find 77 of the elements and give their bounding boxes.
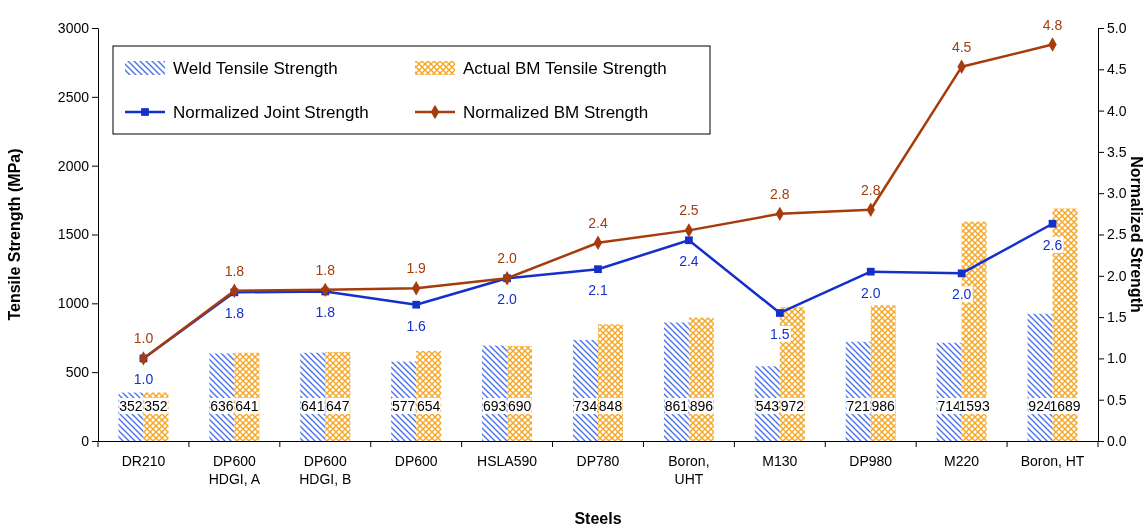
data-label: 1.6 bbox=[406, 317, 427, 334]
data-label: 986 bbox=[871, 398, 896, 414]
data-label: 734 bbox=[573, 398, 598, 414]
y-tick-label: 1000 bbox=[57, 295, 90, 312]
legend-label: Normalized BM Strength bbox=[463, 103, 649, 122]
data-label: 1.8 bbox=[315, 261, 336, 278]
data-label: 1.8 bbox=[224, 305, 245, 322]
data-label: 2.6 bbox=[1042, 236, 1063, 253]
y-tick-label: 1500 bbox=[57, 226, 90, 243]
data-label: 647 bbox=[326, 398, 350, 414]
y2-tick-label: 0.0 bbox=[1107, 432, 1127, 449]
data-label: 2.0 bbox=[860, 284, 881, 301]
data-label: 636 bbox=[210, 398, 234, 414]
data-label: 1.8 bbox=[315, 304, 336, 321]
data-label: 1.0 bbox=[133, 371, 154, 388]
y2-tick-label: 1.0 bbox=[1107, 350, 1127, 367]
y-axis-title: Tensile Strength (MPa) bbox=[6, 148, 23, 321]
y-tick-label: 3000 bbox=[57, 19, 90, 36]
data-label: 4.8 bbox=[1042, 16, 1063, 33]
data-label: 2.8 bbox=[770, 185, 790, 202]
x-tick-label: DP600 HDGI, A bbox=[208, 453, 261, 487]
y-tick-label: 2000 bbox=[57, 157, 90, 174]
data-label: 2.4 bbox=[679, 253, 699, 270]
x-tick-label: DP980 bbox=[849, 453, 893, 469]
data-label: 352 bbox=[144, 398, 168, 414]
y2-tick-label: 3.0 bbox=[1107, 185, 1127, 202]
x-tick-label: Boron, HT bbox=[1020, 453, 1085, 469]
data-label: 861 bbox=[664, 398, 689, 414]
data-label: 352 bbox=[119, 398, 143, 414]
data-label: 641 bbox=[235, 398, 259, 414]
data-label: 543 bbox=[755, 398, 780, 414]
data-label: 2.4 bbox=[588, 214, 608, 231]
x-tick-label: DP780 bbox=[576, 453, 620, 469]
data-label: 2.1 bbox=[588, 282, 608, 299]
y2-tick-label: 0.5 bbox=[1107, 391, 1127, 408]
y2-tick-label: 4.5 bbox=[1107, 61, 1127, 78]
y2-tick-label: 4.0 bbox=[1107, 102, 1127, 119]
data-label: 1.5 bbox=[770, 325, 790, 342]
data-label: 2.8 bbox=[860, 181, 881, 198]
x-tick-label: DP600 bbox=[394, 453, 438, 469]
data-label: 1689 bbox=[1049, 398, 1081, 414]
y2-tick-label: 1.5 bbox=[1107, 309, 1127, 326]
x-tick-label: HSLA590 bbox=[477, 453, 538, 469]
x-tick-label: DP600 HDGI, B bbox=[299, 453, 352, 487]
data-label: 848 bbox=[598, 398, 623, 414]
data-label: 641 bbox=[301, 398, 325, 414]
data-label: 2.0 bbox=[951, 286, 972, 303]
data-label: 693 bbox=[482, 398, 507, 414]
legend-label: Actual BM Tensile Strength bbox=[463, 59, 667, 78]
data-label: 1.9 bbox=[406, 260, 427, 277]
y2-tick-label: 2.5 bbox=[1107, 226, 1127, 243]
data-label: 1.0 bbox=[133, 330, 154, 347]
y2-axis-title: Normalized Strength bbox=[1128, 156, 1145, 313]
data-label: 2.0 bbox=[497, 291, 518, 308]
y2-tick-label: 2.0 bbox=[1107, 267, 1127, 284]
data-label: 2.0 bbox=[497, 250, 518, 267]
x-tick-label: DR210 bbox=[121, 453, 166, 469]
data-label: 896 bbox=[689, 398, 714, 414]
y2-tick-label: 5.0 bbox=[1107, 19, 1127, 36]
legend-label: Weld Tensile Strength bbox=[173, 59, 338, 78]
data-label: 972 bbox=[780, 398, 805, 414]
legend-label: Normalized Joint Strength bbox=[173, 103, 369, 122]
y-tick-label: 500 bbox=[65, 364, 90, 381]
y-tick-label: 2500 bbox=[57, 88, 90, 105]
x-tick-label: Boron, UHT bbox=[668, 453, 710, 487]
data-label: 577 bbox=[392, 398, 416, 414]
x-axis-title: Steels bbox=[574, 510, 622, 527]
data-label: 1.8 bbox=[224, 262, 245, 279]
x-tick-label: M220 bbox=[944, 453, 980, 469]
data-label: 2.5 bbox=[679, 202, 699, 219]
data-label: 690 bbox=[507, 398, 532, 414]
y2-tick-label: 3.5 bbox=[1107, 143, 1127, 160]
y-tick-label: 0 bbox=[81, 432, 90, 449]
data-label: 4.5 bbox=[951, 38, 972, 55]
data-label: 654 bbox=[417, 398, 441, 414]
x-tick-label: M130 bbox=[762, 453, 798, 469]
data-label: 721 bbox=[846, 398, 871, 414]
